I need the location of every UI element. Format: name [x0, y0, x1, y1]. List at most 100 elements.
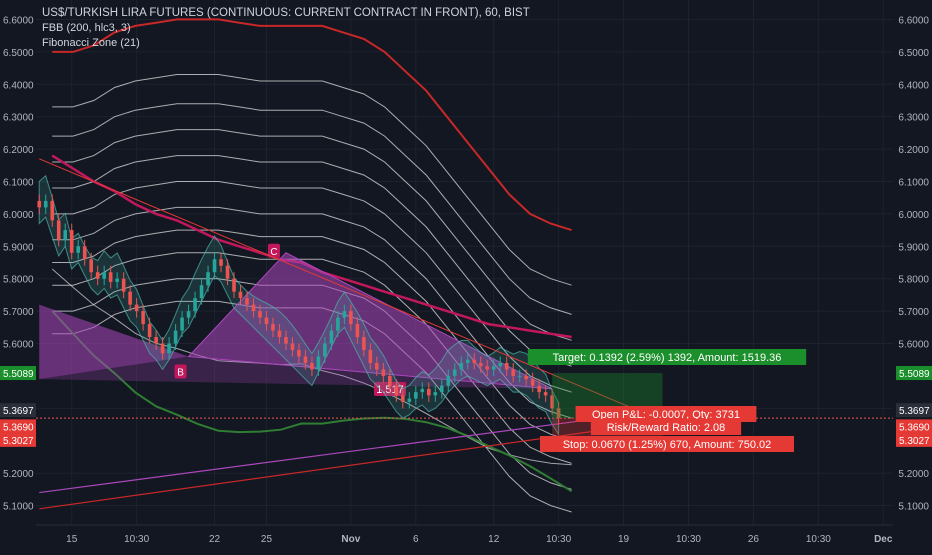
y-tick-right: 5.2000	[898, 469, 929, 480]
fbb-band-line	[52, 181, 572, 393]
x-tick-label: 6	[413, 534, 419, 545]
pattern-point-c-bg	[267, 243, 280, 258]
candle-body	[303, 356, 308, 363]
candle-body	[478, 362, 483, 367]
y-tick-right: 6.1000	[898, 177, 929, 188]
y-tick-right: 6.3000	[898, 113, 929, 124]
fbb-band-line	[52, 129, 572, 341]
price-tag-right: 5.3690	[899, 422, 930, 433]
candle-body	[407, 398, 412, 402]
price-tag-left-bg	[0, 403, 36, 418]
candle-body	[524, 375, 528, 380]
candle-body	[69, 230, 74, 253]
candle-body	[121, 278, 126, 292]
fbb-band-line	[52, 103, 572, 315]
price-tag-left-bg	[0, 432, 36, 447]
candle-body	[50, 200, 55, 221]
candle-body	[271, 324, 275, 331]
x-tick-label: 10:30	[806, 534, 831, 545]
candle-body	[511, 369, 515, 376]
price-tag-left: 5.5089	[3, 369, 34, 380]
candle-body	[498, 362, 503, 367]
risk-reward-label-bg[interactable]	[590, 419, 742, 435]
candle-body	[232, 278, 236, 292]
candle-body	[310, 362, 314, 370]
long-position-tool[interactable]: Target: 0.1392 (2.59%) 1392, Amount: 151…	[36, 349, 893, 452]
x-tick-label: Dec	[874, 534, 893, 545]
candle-body	[297, 350, 301, 357]
candle-body	[245, 298, 249, 305]
chart-legend: US$/TURKISH LIRA FUTURES (CONTINUOUS: CU…	[42, 6, 530, 51]
price-tag-left: 5.3697	[3, 406, 34, 417]
candle-body	[95, 272, 100, 279]
candle-body	[284, 337, 288, 344]
candle-body	[43, 200, 48, 208]
candle-body	[134, 304, 139, 312]
candle-body	[89, 259, 93, 273]
candle-body	[537, 385, 541, 393]
fbb-lower-outer-band	[51, 310, 573, 493]
candle-body	[167, 343, 171, 354]
candle-body	[56, 220, 61, 240]
stop-label[interactable]: Stop: 0.0670 (1.25%) 670, Amount: 750.02	[563, 439, 772, 451]
indicator-fbb-label[interactable]: FBB (200, hlc3, 3)	[42, 22, 131, 34]
symbol-title[interactable]: US$/TURKISH LIRA FUTURES (CONTINUOUS: CU…	[42, 7, 530, 19]
candle-body	[225, 265, 230, 279]
candle-body	[517, 375, 522, 377]
candle-body	[355, 324, 360, 338]
indicator-fibzone-label[interactable]: Fibonacci Zone (21)	[42, 37, 140, 49]
x-tick-label: 15	[66, 534, 78, 545]
pattern-xab-triangle	[39, 304, 189, 380]
candle-body	[264, 317, 269, 325]
y-tick-left: 5.8000	[3, 275, 34, 286]
pattern-point-b-bg	[174, 364, 187, 379]
fbb-upper-band	[52, 18, 572, 232]
candle-body	[37, 200, 42, 208]
price-tag-right-bg	[896, 403, 932, 418]
candle-body	[115, 278, 119, 282]
pattern-bcd-triangle	[187, 252, 553, 390]
y-tick-right: 6.2000	[898, 145, 929, 156]
y-tick-right: 6.5000	[898, 48, 929, 59]
candle-body	[102, 272, 106, 279]
candle-body	[426, 388, 431, 396]
candle-body	[238, 291, 243, 299]
candle-body	[76, 246, 81, 253]
candle-body	[342, 311, 347, 318]
price-tag-right: 5.5089	[899, 369, 930, 380]
candle-body	[401, 395, 405, 402]
open-pnl-label[interactable]: Open P&L: -0.0007, Qty: 3731	[592, 409, 740, 421]
x-tick-label: Nov	[341, 534, 360, 545]
stop-label-bg[interactable]	[540, 436, 794, 452]
candle-body	[212, 259, 217, 273]
y-tick-right: 6.4000	[898, 80, 929, 91]
pattern-point-c: C	[270, 247, 277, 258]
fbb-band-line	[52, 252, 572, 464]
x-tick-label: 22	[209, 534, 221, 545]
price-tag-right-bg	[896, 419, 932, 434]
candle-body	[290, 343, 295, 350]
price-tag-right-bg	[896, 432, 932, 447]
candle-body	[375, 362, 379, 370]
price-tag-right: 5.3027	[899, 436, 930, 447]
candle-body	[160, 343, 165, 354]
price-tag-left-bg	[0, 366, 36, 381]
candle-body	[472, 359, 477, 363]
target-label[interactable]: Target: 0.1392 (2.59%) 1392, Amount: 151…	[553, 352, 782, 364]
uptrend-line-upper	[39, 407, 676, 494]
open-pnl-label-bg[interactable]	[575, 406, 757, 422]
pattern-xbd-triangle	[39, 356, 553, 389]
target-label-bg[interactable]	[527, 349, 807, 365]
risk-reward-label[interactable]: Risk/Reward Ratio: 2.08	[607, 422, 726, 434]
candle-body	[491, 366, 496, 370]
candle-body	[543, 392, 548, 396]
candle-body	[362, 337, 366, 350]
y-tick-left: 6.0000	[3, 210, 34, 221]
y-tick-left: 6.4000	[3, 80, 34, 91]
candle-body	[349, 311, 353, 325]
y-tick-left: 5.9000	[3, 242, 34, 253]
x-tick-label: 10:30	[676, 534, 701, 545]
